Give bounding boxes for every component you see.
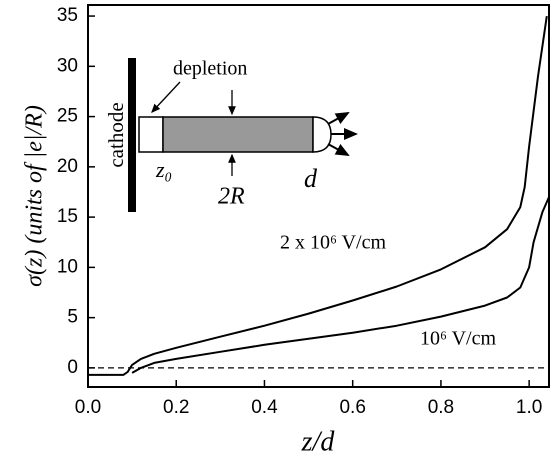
rod-tip bbox=[312, 116, 332, 153]
emission-arrow bbox=[327, 112, 350, 125]
y-axis-label: σ(z) (units of |e|/R) bbox=[22, 105, 48, 287]
cathode-plate bbox=[128, 58, 136, 212]
cathode-label: cathode bbox=[104, 102, 128, 167]
plot-frame bbox=[87, 4, 550, 388]
x-tick-label: 0.6 bbox=[339, 397, 365, 418]
depletion-region bbox=[138, 116, 164, 153]
y-tick-label: 35 bbox=[57, 5, 78, 26]
x-tick-label: 0.0 bbox=[75, 397, 101, 418]
series-line bbox=[88, 15, 548, 376]
y-tick-label: 15 bbox=[57, 206, 78, 227]
y-tick-label: 5 bbox=[67, 307, 78, 328]
x-tick-label: 1.0 bbox=[516, 397, 542, 418]
y-tick-label: 0 bbox=[67, 357, 78, 378]
y-tick-label: 30 bbox=[57, 55, 78, 76]
length-label: d bbox=[304, 164, 318, 193]
x-tick-label: 0.2 bbox=[163, 397, 189, 418]
series-label: 10⁶ V/cm bbox=[420, 328, 496, 350]
emission-arrow bbox=[327, 143, 350, 156]
depletion-arrow bbox=[151, 81, 181, 113]
x-axis-label: z/d bbox=[301, 426, 336, 457]
depletion-label: depletion bbox=[173, 58, 247, 80]
z0-label: z₀ bbox=[155, 157, 172, 182]
rod bbox=[162, 116, 314, 153]
radius-label: 2R bbox=[218, 184, 245, 210]
x-tick-label: 0.8 bbox=[428, 397, 454, 418]
y-tick-label: 20 bbox=[57, 156, 78, 177]
inset-diagram: cathode depletion z₀ 2R d bbox=[104, 58, 358, 212]
y-tick-label: 25 bbox=[57, 106, 78, 127]
series-label: 2 x 10⁶ V/cm bbox=[280, 232, 386, 254]
x-tick-label: 0.4 bbox=[251, 397, 278, 418]
y-tick-label: 10 bbox=[57, 256, 78, 277]
series-line bbox=[131, 196, 550, 374]
